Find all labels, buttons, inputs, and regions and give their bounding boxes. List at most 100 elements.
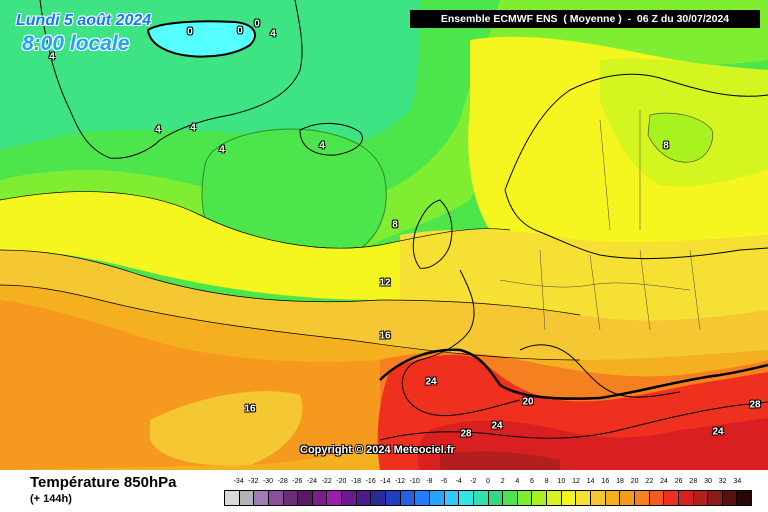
isotherm-line <box>0 191 511 249</box>
scale-swatch <box>473 491 489 505</box>
scale-swatch <box>517 491 533 505</box>
contour-label: 4 <box>49 51 55 63</box>
contour-label: 24 <box>425 376 437 388</box>
scale-tick-label: 6 <box>530 478 534 485</box>
scale-tick-label: 24 <box>660 478 668 485</box>
scale-swatch <box>429 491 445 505</box>
contour-label: 16 <box>379 330 391 342</box>
forecast-time: 8:00 locale <box>22 32 130 55</box>
mediterranean-coast <box>519 344 681 398</box>
isotherm-line <box>0 284 581 361</box>
band-gold-patch <box>150 391 303 466</box>
scale-swatch <box>298 491 313 505</box>
scale-swatch <box>312 491 328 505</box>
coastlines <box>39 0 768 441</box>
contour-label: 8 <box>392 219 398 231</box>
scale-tick-label: 16 <box>601 478 610 485</box>
contour-label: 24 <box>491 420 503 432</box>
band-deep-red <box>440 451 560 470</box>
scale-swatch <box>708 491 723 505</box>
scale-swatch <box>488 491 504 505</box>
temperature-map: 0 0 0 4 4 4 4 4 4 8 8 12 16 16 20 24 24 … <box>0 0 768 470</box>
forecast-lead-time: (+ 144h) <box>30 493 72 505</box>
scale-tick-label: -16 <box>365 478 376 485</box>
band-sea-green <box>0 0 420 150</box>
scale-swatch <box>693 491 709 505</box>
contour-label: 4 <box>219 144 225 156</box>
scale-tick-label: -22 <box>321 478 332 485</box>
contour-label: 0 <box>237 25 243 37</box>
scale-bar <box>224 490 752 506</box>
contour-label: 4 <box>319 140 325 152</box>
contour-label: 12 <box>379 277 391 289</box>
scale-tick-label: 26 <box>674 478 683 485</box>
contour-label: 24 <box>712 426 724 438</box>
border-line <box>539 249 546 331</box>
scale-tick-label: -12 <box>394 478 406 485</box>
contour-label: 16 <box>244 403 256 415</box>
scale-tick-label: -34 <box>233 478 244 485</box>
scale-tick-label: 4 <box>515 478 520 485</box>
scale-tick-label: -28 <box>277 478 288 485</box>
scale-tick-label: -10 <box>409 478 420 485</box>
scale-tick-label: -32 <box>248 478 259 485</box>
contour-label: 4 <box>155 124 161 136</box>
scale-tick-label: 32 <box>718 478 727 485</box>
scale-swatch <box>371 491 387 505</box>
scale-swatch <box>239 491 255 505</box>
band-dark-orange <box>0 300 424 470</box>
baltic-coast <box>504 189 768 260</box>
scale-tick-label: 0 <box>486 478 490 485</box>
border-line <box>499 279 691 291</box>
scale-swatch <box>561 491 577 505</box>
band-lime-finland <box>647 112 713 163</box>
scale-swatch <box>283 491 299 505</box>
scale-tick-label: -20 <box>336 478 347 485</box>
scale-tick-label: 10 <box>557 478 566 485</box>
scale-tick-labels: -34 -32 -30 -28 -26 -24 -22 -20 -18 -16 -14 -12 -10-… <box>224 478 752 488</box>
contour-label: 4 <box>190 122 196 134</box>
contour-label: 0 <box>254 18 260 30</box>
scale-swatch <box>532 491 548 505</box>
scale-tick-label: -14 <box>380 478 391 485</box>
scale-tick-label: 20 <box>630 478 639 485</box>
contour-label: 4 <box>270 28 276 40</box>
scandinavia-coast <box>504 73 768 191</box>
contour-label: 20 <box>522 396 534 408</box>
scale-swatch <box>225 491 240 505</box>
scale-swatch <box>503 491 518 505</box>
scale-swatch <box>268 491 284 505</box>
scale-swatch <box>664 491 679 505</box>
greenland-coast <box>39 0 303 159</box>
scale-swatch <box>254 491 269 505</box>
scale-tick-label: -4 <box>455 478 462 485</box>
scale-tick-label: -2 <box>470 478 477 485</box>
map-canvas <box>0 0 768 470</box>
scale-swatch <box>678 491 694 505</box>
borders <box>499 110 701 331</box>
scale-swatch <box>327 491 343 505</box>
forecast-date: Lundi 5 août 2024 <box>16 12 152 29</box>
contour-label: 28 <box>749 399 761 411</box>
scale-swatch <box>342 491 357 505</box>
scale-swatch <box>605 491 621 505</box>
scale-tick-label: -8 <box>426 478 433 485</box>
scale-swatch <box>386 491 401 505</box>
scale-swatch <box>649 491 665 505</box>
scale-tick-label: 34 <box>733 478 742 485</box>
scale-swatch <box>591 491 606 505</box>
scale-tick-label: -6 <box>440 478 448 485</box>
border-line <box>589 254 601 331</box>
contour-label: 28 <box>460 428 472 440</box>
scale-swatch <box>576 491 592 505</box>
scale-tick-label: 14 <box>586 478 595 485</box>
scale-swatch <box>737 491 752 505</box>
scale-tick-label: 8 <box>544 478 549 485</box>
scale-tick-label: -30 <box>262 478 274 485</box>
scale-swatch <box>547 491 562 505</box>
iberia-france-coast <box>401 269 521 417</box>
scale-swatch <box>444 491 460 505</box>
scale-swatch <box>356 491 372 505</box>
border-line <box>639 249 651 331</box>
scale-swatch <box>634 491 650 505</box>
